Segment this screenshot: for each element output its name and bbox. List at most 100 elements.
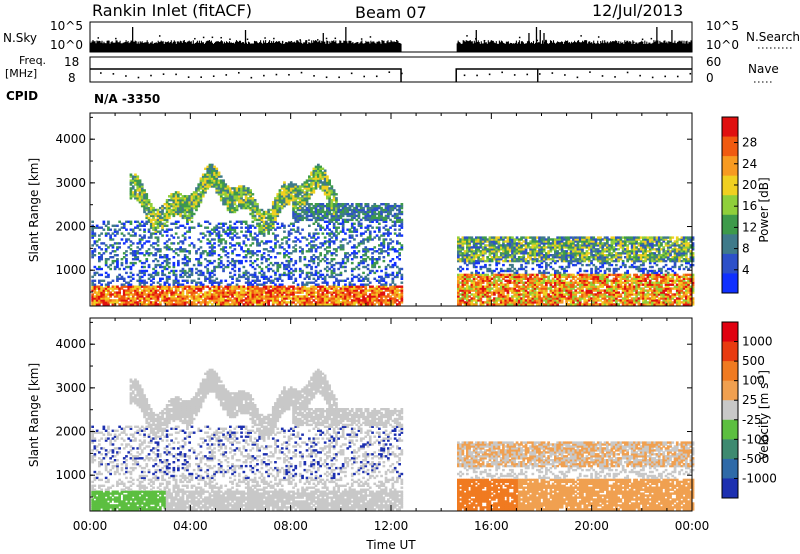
power-cell <box>513 275 517 279</box>
power-cell <box>323 173 327 176</box>
power-cell <box>285 240 289 243</box>
power-cell <box>231 195 234 198</box>
power-cell <box>344 269 347 273</box>
power-cell <box>493 281 496 284</box>
power-cell <box>328 206 331 210</box>
power-cell <box>229 226 232 229</box>
power-cell <box>145 297 149 300</box>
power-cell <box>472 240 476 243</box>
power-cell <box>260 214 264 218</box>
power-cell <box>244 203 248 206</box>
power-cell <box>253 236 257 239</box>
power-cell <box>140 261 144 265</box>
power-cell <box>140 220 144 223</box>
power-cell <box>490 252 494 255</box>
power-cell <box>165 301 169 304</box>
power-cell <box>267 212 270 216</box>
power-cell <box>382 291 386 294</box>
power-cell <box>479 295 483 298</box>
power-cell <box>120 301 124 304</box>
power-cell <box>199 256 203 259</box>
power-cell <box>355 204 359 208</box>
power-cell <box>206 187 210 190</box>
nsky-tick-top: 10^5 <box>50 19 83 33</box>
power-cell <box>280 195 284 198</box>
power-cell <box>319 301 322 304</box>
power-cell <box>287 273 291 277</box>
power-cell <box>357 303 361 306</box>
power-cell <box>305 293 309 296</box>
power-cell <box>305 206 309 210</box>
power-cell <box>274 218 277 222</box>
power-cell <box>147 254 151 257</box>
power-cell <box>226 201 230 204</box>
power-cell <box>177 299 180 302</box>
power-cell <box>276 301 280 304</box>
power-cell <box>294 291 298 294</box>
power-cell <box>321 226 325 229</box>
power-cell <box>274 273 277 277</box>
power-cell <box>339 230 343 233</box>
power-cell <box>262 214 266 218</box>
power-cell <box>91 230 94 233</box>
power-cell <box>513 281 517 284</box>
power-cell <box>229 232 232 235</box>
power-cell <box>312 244 316 247</box>
power-cell <box>310 214 313 218</box>
power-cell <box>461 254 465 257</box>
power-cell <box>280 222 284 225</box>
power-cell <box>323 281 327 284</box>
power-cell <box>459 281 462 284</box>
power-cell <box>91 285 94 288</box>
power-cell <box>362 248 365 251</box>
power-cell <box>326 301 329 304</box>
power-cell <box>323 299 327 302</box>
power-cell <box>294 295 298 298</box>
power-cell <box>298 187 302 190</box>
power-cell <box>468 301 471 304</box>
power-cell <box>98 259 101 263</box>
power-cell <box>229 291 232 294</box>
power-cell <box>366 216 370 220</box>
power-cell <box>199 183 203 186</box>
power-cell <box>364 283 368 286</box>
power-cell <box>384 250 388 253</box>
power-cell <box>296 220 300 223</box>
power-cell <box>161 273 164 277</box>
power-cell <box>301 201 304 204</box>
power-cell <box>475 248 478 251</box>
power-cell <box>122 303 126 306</box>
power-cell <box>269 224 273 227</box>
power-cell <box>256 287 259 290</box>
power-cell <box>127 275 131 279</box>
power-cell <box>335 289 338 292</box>
power-cell <box>296 283 300 286</box>
power-cell <box>145 269 149 273</box>
power-cell <box>134 195 137 198</box>
power-cell <box>285 297 289 300</box>
power-cell <box>238 269 241 273</box>
power-cell <box>168 216 171 220</box>
power-cell <box>459 254 462 257</box>
power-cell <box>359 303 363 306</box>
power-cell <box>481 256 485 259</box>
power-cell <box>177 301 180 304</box>
power-cell <box>217 230 221 233</box>
power-cell <box>296 299 300 302</box>
power-cell <box>262 216 266 220</box>
power-cell <box>192 203 196 206</box>
power-cell <box>350 226 354 229</box>
nsearch-point <box>387 43 389 45</box>
power-cell <box>292 281 295 284</box>
power-cell <box>375 293 379 296</box>
power-cell <box>192 204 196 208</box>
nave-point <box>212 75 215 78</box>
power-cell <box>249 244 252 247</box>
power-cell <box>378 244 381 247</box>
power-cell <box>312 169 316 172</box>
power-cell <box>317 258 320 261</box>
power-cell <box>513 252 517 255</box>
power-cell <box>287 295 291 298</box>
power-cell <box>283 183 286 186</box>
power-cell <box>100 289 103 292</box>
